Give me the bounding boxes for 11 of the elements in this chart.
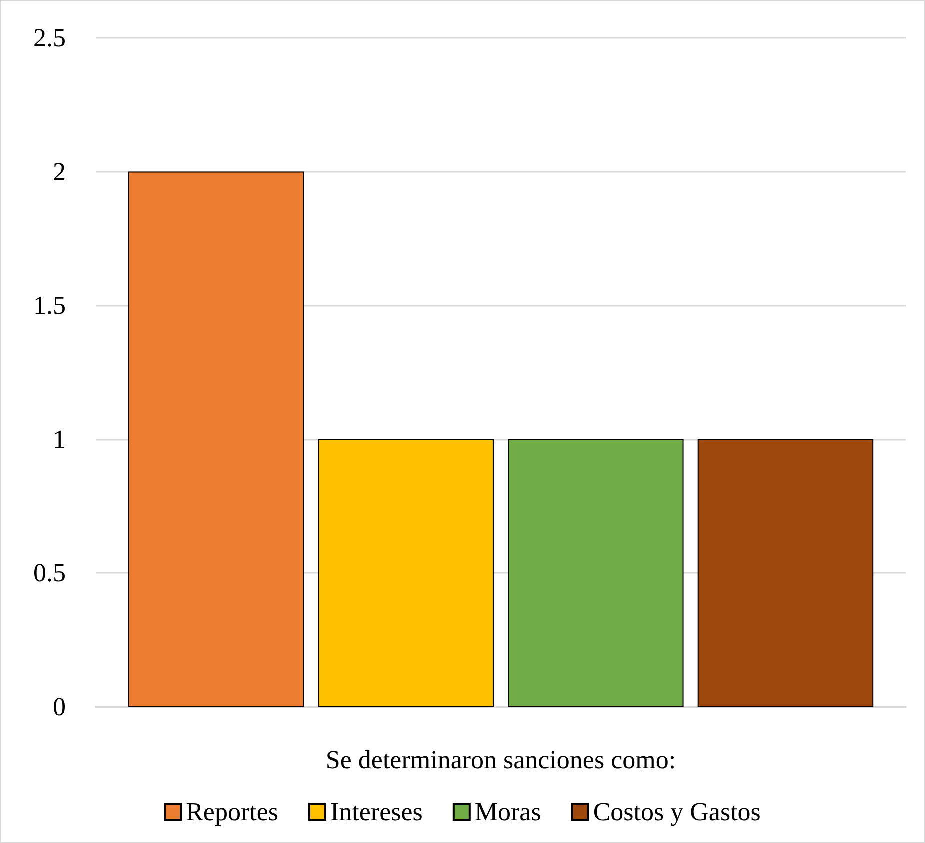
y-tick-label: 1.5 [34, 291, 66, 320]
x-axis-title: Se determinaron sanciones como: [326, 746, 676, 774]
y-tick-label: 0 [53, 692, 66, 722]
y-tick-label: 2 [53, 157, 66, 186]
y-tick-label: 2.5 [34, 24, 66, 52]
y-tick-label: 0.5 [34, 558, 66, 588]
legend-label: Intereses [330, 798, 423, 826]
legend-label: Moras [474, 798, 542, 826]
legend-label: Reportes [186, 798, 279, 826]
legend-label: Costos y Gastos [593, 798, 761, 826]
y-tick-label: 1 [53, 424, 66, 454]
